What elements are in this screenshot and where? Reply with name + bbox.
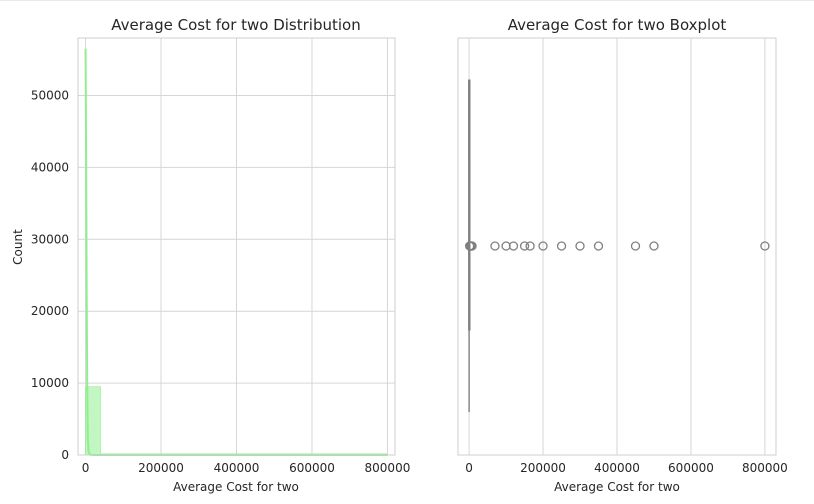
histogram-y-tick-label: 40000	[31, 160, 69, 174]
boxplot-x-tick-label: 200000	[520, 461, 566, 475]
boxplot-outlier-point	[490, 241, 500, 251]
histogram-y-ticks: 0 10000 20000 30000 40000 50000	[31, 89, 69, 462]
boxplot-outlier-point	[538, 241, 548, 251]
boxplot-outliers	[464, 241, 770, 251]
boxplot-outlier-point	[593, 241, 604, 251]
boxplot-x-label: Average Cost for two	[554, 480, 680, 494]
boxplot-x-tick-label: 600000	[668, 461, 714, 475]
boxplot-outlier-point	[525, 241, 535, 251]
boxplot-x-ticks: 0 200000 400000 600000 800000	[465, 461, 788, 475]
histogram-x-label: Average Cost for two	[173, 480, 299, 494]
histogram-title: Average Cost for two Distribution	[111, 16, 360, 34]
histogram-y-tick-label: 50000	[31, 89, 69, 103]
histogram-plot-frame	[77, 37, 396, 456]
boxplot-x-tick-label: 0	[465, 461, 473, 475]
boxplot-box	[468, 79, 471, 412]
histogram-x-ticks: 0 200000 400000 600000 800000	[82, 461, 411, 475]
top-border	[0, 0, 814, 1]
boxplot-outlier-point	[556, 241, 567, 251]
histogram-y-tick-label: 0	[61, 448, 69, 462]
histogram-x-tick-label: 0	[82, 461, 90, 475]
boxplot-plot-frame	[457, 37, 777, 456]
boxplot-x-tick-label: 400000	[594, 461, 640, 475]
boxplot-gridlines	[468, 38, 766, 455]
boxplot-x-tick-label: 800000	[742, 461, 788, 475]
boxplot-outlier-point	[519, 241, 530, 251]
histogram-y-tick-label: 10000	[31, 376, 69, 390]
boxplot-outlier-point	[760, 241, 770, 251]
histogram-y-tick-label: 20000	[31, 304, 69, 318]
boxplot-title: Average Cost for two Boxplot	[508, 16, 727, 34]
boxplot-outlier-point	[575, 241, 585, 251]
histogram-x-tick-label: 400000	[214, 461, 260, 475]
boxplot-outlier-point	[649, 241, 659, 251]
histogram-y-tick-label: 30000	[31, 232, 69, 246]
boxplot-outlier-point	[467, 241, 477, 251]
histogram-x-tick-label: 600000	[289, 461, 335, 475]
boxplot-chart: 0 200000 400000 600000 800000 Average Cost f…	[457, 16, 788, 494]
boxplot-outlier-point	[508, 241, 519, 251]
histogram-x-tick-label: 800000	[365, 461, 411, 475]
boxplot-outlier-point	[630, 241, 641, 251]
histogram-y-label: Count	[11, 229, 25, 265]
histogram-chart: 0 200000 400000 600000 800000 0 10000 20000 300…	[11, 16, 410, 494]
histogram-x-tick-label: 200000	[138, 461, 184, 475]
histogram-gridlines	[78, 38, 395, 456]
